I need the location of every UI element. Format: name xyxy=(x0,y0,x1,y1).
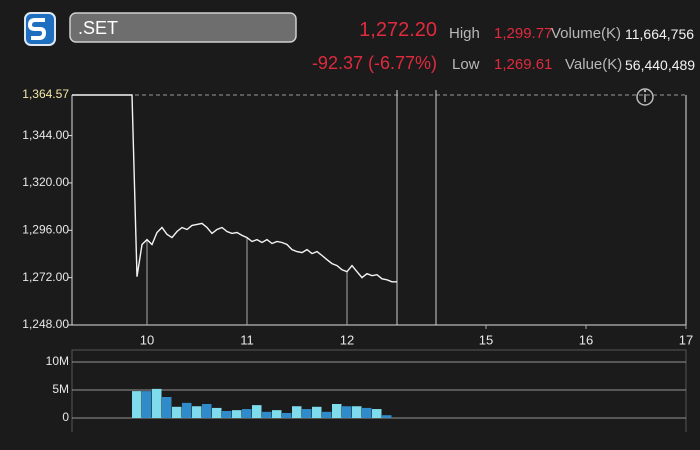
volume-bar xyxy=(242,409,252,418)
volume-bar xyxy=(162,397,172,418)
volume-bar xyxy=(132,391,142,418)
volume-bar xyxy=(262,411,272,418)
y-tick-label: 5M xyxy=(52,382,69,396)
volume-bar xyxy=(212,407,222,418)
volume-value: 11,664,756 xyxy=(625,26,695,42)
reference-label: 1,364.57 xyxy=(22,87,69,101)
volume-bar xyxy=(322,411,332,418)
y-tick-label: 1,320.00 xyxy=(22,175,69,189)
y-tick-label: 1,344.00 xyxy=(22,128,69,142)
value-value: 56,440,489 xyxy=(625,57,696,73)
volume-bar xyxy=(192,406,202,418)
high-label: High xyxy=(449,25,480,42)
volume-bar xyxy=(222,411,232,418)
price-change: -92.37 (-6.77%) xyxy=(311,53,437,73)
info-icon[interactable] xyxy=(636,88,654,106)
x-tick-label: 12 xyxy=(340,332,354,347)
volume-bar xyxy=(372,409,382,418)
volume-bar xyxy=(332,404,342,418)
volume-bar xyxy=(142,391,152,418)
volume-bar xyxy=(292,406,302,418)
x-tick-label: 16 xyxy=(579,332,593,347)
volume-bar xyxy=(352,406,362,418)
volume-bar xyxy=(182,402,192,418)
value-label: Value(K) xyxy=(565,56,623,73)
volume-bar xyxy=(282,412,292,418)
low-value: 1,269.61 xyxy=(494,56,553,73)
x-tick-label: 15 xyxy=(479,332,493,347)
x-tick-label: 10 xyxy=(140,332,154,347)
x-tick-label: 11 xyxy=(240,332,254,347)
search-box[interactable] xyxy=(69,12,297,43)
app-logo[interactable] xyxy=(24,12,56,46)
low-label: Low xyxy=(452,56,480,73)
volume-bar xyxy=(362,407,372,418)
y-tick-label: 1,248.00 xyxy=(22,317,69,331)
volume-bar xyxy=(172,406,182,418)
panel-frame xyxy=(71,349,687,432)
price-line xyxy=(72,94,397,283)
volume-bar xyxy=(252,405,262,418)
high-value: 1,299.77 xyxy=(494,25,553,42)
x-tick-label: 17 xyxy=(679,332,693,347)
volume-bar xyxy=(382,415,392,418)
volume-bar xyxy=(202,404,212,418)
last-price: 1,272.20 xyxy=(359,19,437,41)
symbol: .SET xyxy=(78,18,118,38)
volume-bar xyxy=(272,410,282,418)
volume-label: Volume(K) xyxy=(551,25,622,42)
volume-bar xyxy=(342,406,352,418)
volume-bar xyxy=(312,406,322,418)
y-tick-label: 1,272.00 xyxy=(22,270,69,284)
volume-bar xyxy=(302,409,312,418)
y-tick-label: 10M xyxy=(46,354,69,368)
y-tick-label: 0 xyxy=(62,410,69,424)
volume-bar xyxy=(152,388,162,418)
volume-bar xyxy=(232,410,242,418)
y-tick-label: 1,296.00 xyxy=(22,222,69,236)
